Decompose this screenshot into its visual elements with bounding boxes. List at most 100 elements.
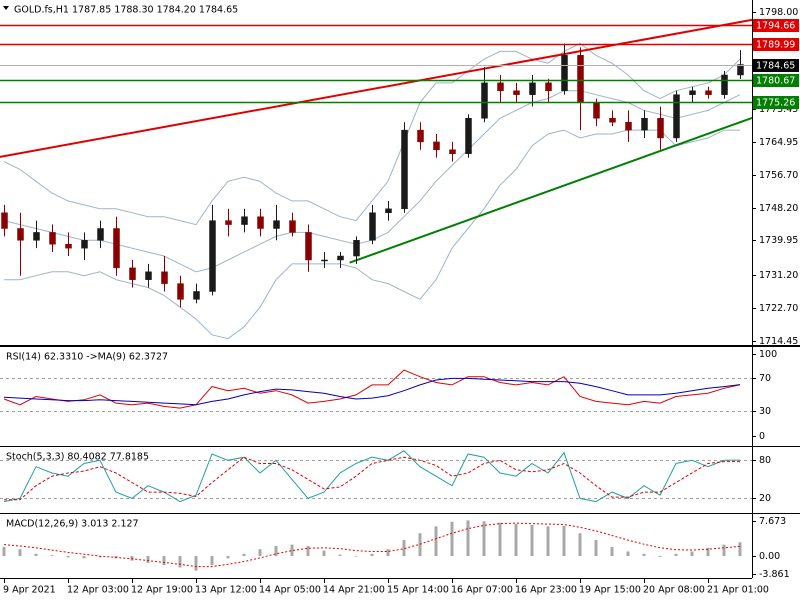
- indicator-line: [3, 369, 741, 409]
- macd-bar: [450, 521, 454, 557]
- macd-bar: [626, 551, 630, 557]
- collapse-icon[interactable]: [3, 6, 9, 10]
- candle-body: [145, 271, 152, 280]
- y-tick-label: 7.673: [759, 516, 786, 527]
- macd-bar: [82, 556, 86, 559]
- macd-bar: [546, 526, 550, 557]
- candle-body: [97, 228, 104, 241]
- macd-bar: [354, 556, 358, 557]
- x-tick-label: 14 Apr 21:00: [323, 585, 385, 596]
- x-tick-label: 13 Apr 12:00: [195, 585, 257, 596]
- macd-bar: [2, 546, 6, 557]
- candle-body: [49, 232, 56, 245]
- y-tick-label: 1748.20: [759, 203, 798, 214]
- candle-body: [481, 82, 488, 119]
- candle-body: [561, 55, 568, 91]
- candle-body: [593, 102, 600, 119]
- candle-body: [737, 64, 744, 76]
- level-label: 1775.26: [756, 98, 795, 109]
- candle-body: [625, 121, 632, 131]
- macd-bar: [642, 553, 646, 557]
- candle-body: [161, 271, 168, 284]
- x-tick-label: 16 Apr 23:00: [515, 585, 577, 596]
- macd-bar: [690, 551, 694, 557]
- macd-bar: [738, 542, 742, 557]
- indicator-line: [3, 377, 741, 406]
- x-tick-label: 21 Apr 01:00: [707, 585, 769, 596]
- last-price-box: [753, 59, 799, 72]
- signal-line: [3, 522, 741, 568]
- x-tick-label: 14 Apr 05:00: [259, 585, 321, 596]
- macd-bar: [162, 556, 166, 566]
- candle-body: [401, 129, 408, 210]
- macd-bar: [578, 533, 582, 557]
- candle-body: [1, 212, 8, 229]
- candle-body: [129, 267, 136, 280]
- frame: [0, 0, 800, 579]
- macd-bar: [498, 522, 502, 557]
- y-tick-label: 1798.00: [759, 7, 798, 18]
- y-tick-label: 1714.45: [759, 336, 798, 347]
- level-label-box: [753, 19, 799, 32]
- candle-body: [337, 255, 344, 261]
- y-tick-label: 70: [759, 373, 771, 384]
- macd-bar: [722, 544, 726, 557]
- y-tick-label: 100: [759, 349, 777, 360]
- candle-body: [417, 129, 424, 143]
- panel-title: MACD(12,26,9) 3.013 2.127: [6, 519, 139, 530]
- macd-bar: [178, 556, 182, 568]
- candle-body: [17, 228, 24, 241]
- candle-body: [305, 232, 312, 261]
- y-tick-label: 20: [759, 493, 771, 504]
- candle-body: [529, 82, 536, 95]
- macd-bar: [146, 556, 150, 563]
- candle-body: [433, 141, 440, 151]
- y-tick-label: 1722.70: [759, 303, 798, 314]
- macd-bar: [34, 553, 38, 557]
- macd-bar: [50, 555, 54, 557]
- candle-body: [513, 90, 520, 95]
- candle-body: [65, 243, 72, 249]
- macd-bar: [322, 550, 326, 557]
- y-tick-label: 1773.45: [759, 104, 798, 115]
- candle-body: [673, 94, 680, 139]
- y-tick-label: 30: [759, 406, 771, 417]
- macd-bar: [594, 540, 598, 557]
- last-price-label: 1784.65: [756, 61, 795, 72]
- candle-body: [609, 118, 616, 123]
- panel-title: GOLD.fs,H1 1787.85 1788.30 1784.20 1784.…: [14, 5, 238, 16]
- macd-bar: [290, 544, 294, 557]
- level-label: 1794.66: [756, 21, 795, 32]
- candle-body: [289, 220, 296, 233]
- y-tick-label: 80: [759, 455, 771, 466]
- y-tick-label: 1739.95: [759, 235, 798, 246]
- candle-body: [225, 220, 232, 225]
- macd-bar: [258, 549, 262, 557]
- y-tick-label: 1731.20: [759, 270, 798, 281]
- macd-bar: [306, 546, 310, 557]
- macd-bar: [562, 525, 566, 557]
- macd-bar: [658, 556, 662, 557]
- macd-bar: [466, 520, 470, 557]
- candle-body: [705, 90, 712, 95]
- macd-bar: [434, 526, 438, 557]
- candle-body: [689, 90, 696, 95]
- candle-body: [353, 240, 360, 257]
- macd-bar: [274, 546, 278, 557]
- macd-bar: [530, 524, 534, 557]
- macd-bar: [674, 553, 678, 557]
- candle-body: [273, 220, 280, 229]
- panel-plot: [0, 18, 752, 340]
- candle-body: [385, 208, 392, 213]
- bollinger-upper: [3, 42, 741, 226]
- macd-bar: [210, 556, 214, 566]
- candle-body: [497, 82, 504, 91]
- candle-body: [657, 118, 664, 139]
- candle-body: [193, 291, 200, 300]
- candle-body: [241, 216, 248, 225]
- trend-line: [349, 116, 752, 264]
- macd-bar: [514, 524, 518, 557]
- macd-bar: [610, 546, 614, 557]
- y-tick-label: 0.00: [759, 551, 780, 562]
